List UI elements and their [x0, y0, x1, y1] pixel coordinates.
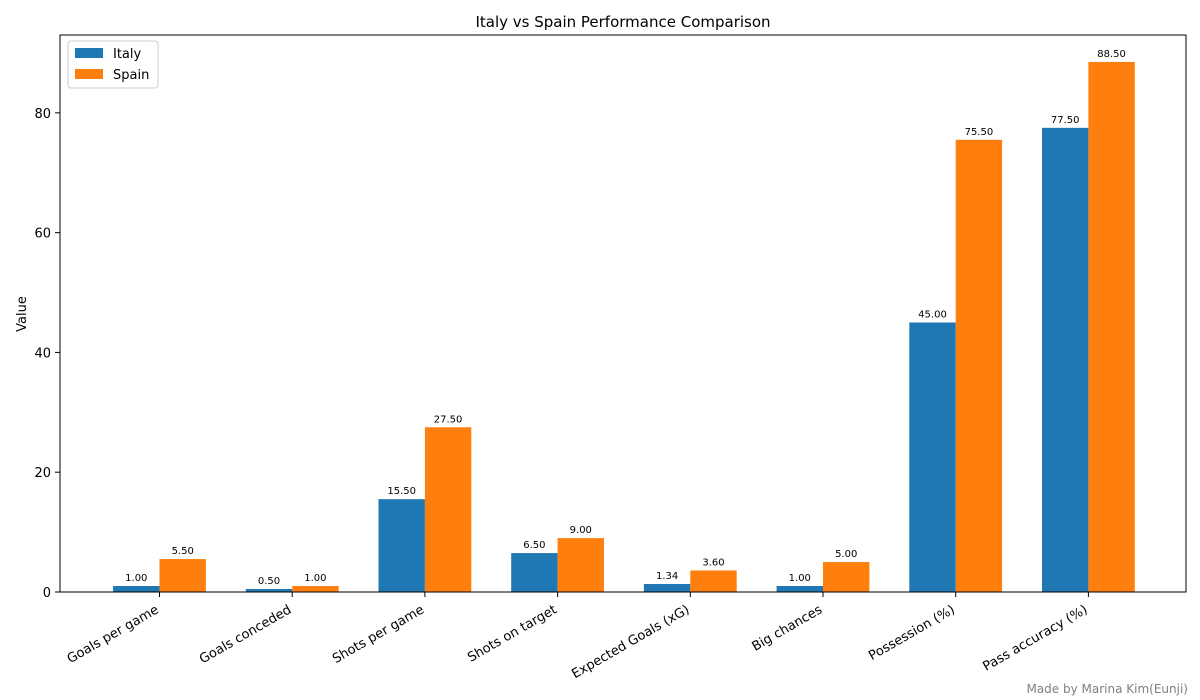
- bar-italy-4: [643, 583, 691, 592]
- bar-spain-0: [159, 559, 206, 592]
- data-label-spain-0: 5.50: [172, 546, 194, 557]
- x-tick-label-3: Shots on target: [465, 602, 559, 665]
- bar-spain-7: [1088, 61, 1135, 593]
- data-label-spain-1: 1.00: [304, 573, 326, 584]
- bar-spain-2: [424, 427, 472, 592]
- legend-swatch-italy: [75, 48, 103, 58]
- bar-italy-0: [113, 586, 160, 592]
- legend: Italy Spain: [67, 40, 159, 89]
- chart-title: Italy vs Spain Performance Comparison: [475, 13, 770, 31]
- credit-text: Made by Marina Kim(Eunji): [1026, 682, 1188, 696]
- data-label-italy-3: 6.50: [523, 540, 545, 551]
- axes-frame: [59, 34, 1187, 593]
- legend-label-spain: Spain: [113, 68, 149, 83]
- y-tick-label-1: 20: [34, 466, 51, 481]
- bar-italy-3: [511, 553, 558, 592]
- data-label-italy-4: 1.34: [656, 571, 678, 582]
- bar-spain-5: [823, 562, 870, 592]
- bar-italy-1: [245, 589, 293, 592]
- bar-italy-7: [1042, 127, 1089, 592]
- bar-italy-2: [378, 499, 425, 592]
- y-tick-label-0: 0: [43, 586, 51, 601]
- x-tick-label-4: Expected Goals (xG): [569, 602, 692, 682]
- data-label-italy-0: 1.00: [125, 573, 147, 584]
- x-tick-label-2: Shots per game: [330, 602, 427, 667]
- x-tick-label-0: Goals per game: [65, 602, 162, 667]
- legend-label-italy: Italy: [113, 47, 142, 62]
- data-label-spain-4: 3.60: [702, 557, 724, 568]
- x-tick-label-6: Possession (%): [866, 602, 957, 663]
- y-axis-label: Value: [15, 296, 30, 332]
- x-tick-label-7: Pass accuracy (%): [981, 602, 1091, 674]
- data-label-italy-6: 45.00: [918, 309, 947, 320]
- bar-spain-3: [557, 538, 604, 592]
- y-tick-label-3: 60: [34, 227, 51, 242]
- data-label-italy-7: 77.50: [1051, 115, 1080, 126]
- data-label-italy-1: 0.50: [258, 576, 280, 587]
- bar-italy-5: [776, 586, 823, 592]
- data-label-spain-5: 5.00: [835, 549, 857, 560]
- plot-area: 1.00 5.50 0.50 1.00 15.50 27.50 6.50 9.00 1.34 3.…: [34, 34, 1187, 682]
- bar-italy-6: [909, 322, 956, 592]
- bar-spain-4: [690, 570, 737, 592]
- data-label-spain-7: 88.50: [1097, 49, 1126, 60]
- data-label-spain-6: 75.50: [965, 127, 994, 138]
- legend-swatch-spain: [75, 69, 103, 79]
- bar-spain-1: [292, 586, 339, 592]
- bar-spain-6: [955, 139, 1003, 592]
- data-label-spain-2: 27.50: [434, 414, 463, 425]
- data-label-italy-5: 1.00: [789, 573, 811, 584]
- y-tick-label-4: 80: [34, 107, 51, 122]
- data-label-spain-3: 9.00: [570, 525, 592, 536]
- data-label-italy-2: 15.50: [387, 486, 416, 497]
- y-tick-label-2: 40: [34, 346, 51, 361]
- x-tick-label-1: Goals conceded: [197, 602, 294, 667]
- x-tick-label-5: Big chances: [750, 602, 826, 654]
